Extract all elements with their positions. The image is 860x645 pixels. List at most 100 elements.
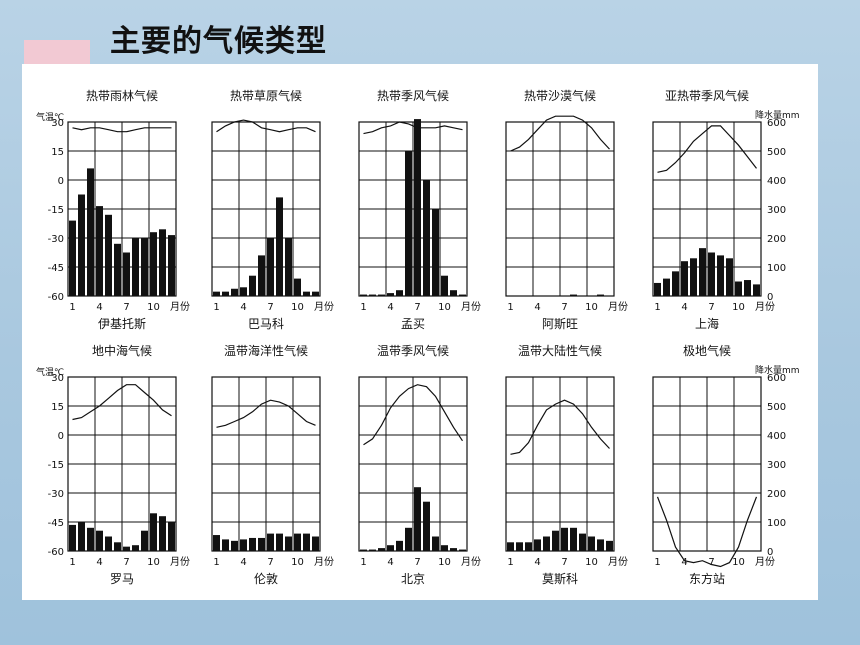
month-tick-label: 4 [681,557,687,568]
month-tick-label: 4 [96,302,102,313]
month-tick-label: 1 [654,302,660,313]
precip-tick-label: 100 [767,518,786,529]
page-title: 主要的气候类型 [110,24,327,59]
temp-tick-label: -15 [48,460,64,471]
title-accent-bar [24,40,90,66]
precip-axis-label: 降水量mm [755,364,800,376]
temp-tick-label: -45 [48,263,64,274]
city-label: 罗马 [110,572,134,586]
precip-bar [267,533,274,551]
month-tick-label: 7 [708,557,714,568]
precip-bar [414,487,421,551]
precip-bar [753,284,760,296]
month-tick-label: 7 [708,302,714,313]
month-unit-label: 月份 [608,301,628,313]
month-tick-label: 1 [654,557,660,568]
precip-bar [369,294,376,296]
precip-bar [432,536,439,551]
precip-bar [87,168,94,296]
month-unit-label: 月份 [314,556,334,568]
chart-title: 热带雨林气候 [86,88,158,103]
temp-axis-label: 气温℃ [36,111,64,123]
precip-bar [312,536,319,551]
precip-bar [378,294,385,296]
precip-bar [141,238,148,296]
precip-bar [213,291,220,296]
precip-bar [222,539,229,551]
chart-title: 热带沙漠气候 [524,88,596,103]
precip-bar [369,549,376,551]
city-label: 东方站 [689,571,725,586]
precip-bar [258,255,265,296]
precip-bar [570,527,577,551]
temperature-line [363,121,463,135]
precip-tick-label: 0 [767,292,773,303]
precip-bar [87,527,94,551]
precip-bar [285,536,292,551]
month-unit-label: 月份 [461,301,481,313]
temperature-line [72,384,172,421]
precip-bar [123,546,130,551]
month-tick-label: 7 [414,302,420,313]
precip-bar [588,536,595,551]
precip-bar [441,545,448,551]
month-tick-label: 1 [507,302,513,313]
month-tick-label: 1 [360,557,366,568]
month-tick-label: 10 [438,302,451,313]
temp-tick-label: -30 [48,234,64,245]
month-tick-label: 4 [534,302,540,313]
precip-bar [303,291,310,296]
precip-tick-label: 200 [767,234,786,245]
precip-bar [396,290,403,296]
chart-title: 极地气候 [683,343,731,358]
month-tick-label: 4 [534,557,540,568]
month-tick-label: 7 [414,557,420,568]
precip-bar [285,238,292,296]
precip-bar [222,291,229,296]
city-label: 伊基托斯 [98,317,146,331]
month-tick-label: 4 [387,302,393,313]
month-unit-label: 月份 [755,301,775,313]
temperature-line [657,125,757,173]
month-tick-label: 10 [147,302,160,313]
precip-bar [552,530,559,551]
chart-title: 温带海洋性气候 [224,343,308,358]
city-label: 巴马科 [248,317,284,331]
month-unit-label: 月份 [170,556,190,568]
precip-bar [141,530,148,551]
month-tick-label: 10 [585,302,598,313]
precip-bar [735,281,742,296]
month-unit-label: 月份 [170,301,190,313]
precip-bar [294,278,301,296]
precip-bar [240,287,247,296]
precip-bar [249,537,256,551]
precip-bar [459,294,466,296]
month-tick-label: 7 [123,557,129,568]
temperature-line [510,115,610,152]
precip-bar [150,232,157,296]
precip-tick-label: 400 [767,176,786,187]
month-tick-label: 10 [438,557,451,568]
precip-bar [414,119,421,296]
temp-tick-label: -15 [48,205,64,216]
precip-tick-label: 0 [767,547,773,558]
precip-bar [405,151,412,296]
precip-bar [726,258,733,296]
month-tick-label: 7 [561,302,567,313]
precip-tick-label: 400 [767,431,786,442]
precip-bar [69,220,76,296]
precip-bar [132,545,139,551]
temp-tick-label: 30 [51,373,64,384]
precip-bar [105,536,112,551]
precip-bar [405,527,412,551]
month-tick-label: 1 [360,302,366,313]
precip-bar [606,540,613,551]
precip-bar [114,243,121,296]
precip-bar [378,548,385,551]
month-tick-label: 7 [267,557,273,568]
